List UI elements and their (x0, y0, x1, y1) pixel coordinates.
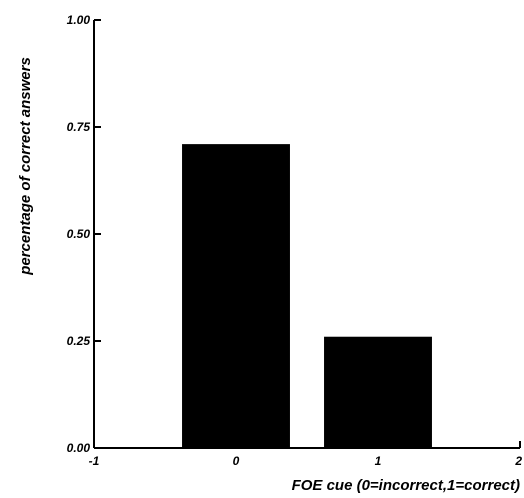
bar-1 (324, 336, 432, 448)
x-axis-ticks: -1 0 1 2 (89, 441, 522, 468)
x-tick-label: 2 (514, 454, 522, 468)
y-tick-label: 0.50 (67, 227, 91, 241)
x-tick-label: 1 (375, 454, 382, 468)
y-tick-label: 0.25 (67, 334, 91, 348)
y-tick-label: 0.00 (67, 441, 91, 455)
y-tick-label: 1.00 (67, 13, 91, 27)
x-axis-label: FOE cue (0=incorrect,1=correct) (292, 477, 520, 494)
bar-0 (182, 144, 290, 448)
y-axis-ticks: 0.00 0.25 0.50 0.75 1.00 (67, 13, 101, 455)
y-tick-label: 0.75 (67, 120, 91, 134)
bars-group (182, 144, 432, 448)
y-axis-label: percentage of correct answers (17, 57, 34, 276)
x-tick-label: 0 (233, 454, 240, 468)
x-tick-label: -1 (89, 454, 100, 468)
